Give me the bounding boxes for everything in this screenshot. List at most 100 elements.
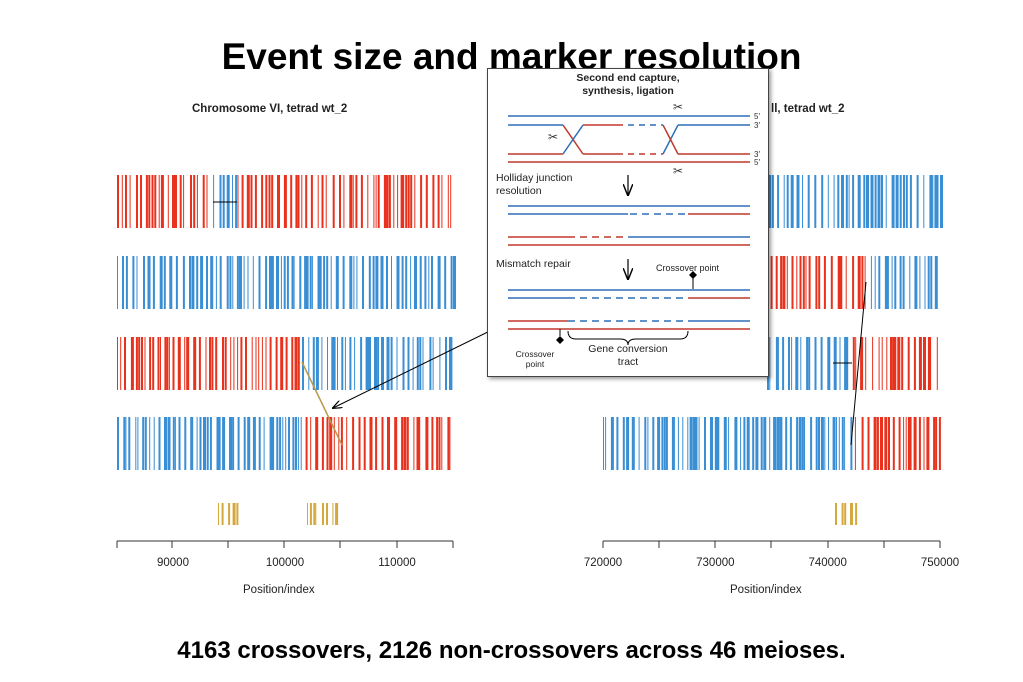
marker-bar [717, 417, 720, 470]
marker-bar [389, 417, 390, 470]
left-axis-title: Position/index [243, 584, 315, 596]
marker-bar [936, 175, 939, 228]
marker-bar [138, 337, 141, 390]
left-diagonal-line [301, 361, 343, 446]
event-bar [322, 503, 324, 525]
marker-bar [331, 337, 335, 390]
right-x-axis: 720000 730000 740000 750000 [584, 540, 959, 569]
inset-step3-title: Mismatch repair [496, 258, 571, 270]
crossover-diamond-icon [689, 271, 697, 279]
marker-bar [276, 417, 279, 470]
marker-bar [279, 417, 282, 470]
marker-bar [437, 175, 440, 228]
marker-bar [802, 175, 803, 228]
marker-bar [200, 256, 204, 309]
marker-bar [183, 175, 185, 228]
marker-bar [247, 417, 251, 470]
axis-tick-label: 740000 [808, 557, 846, 569]
marker-bar [416, 337, 419, 390]
marker-bar [814, 175, 817, 228]
marker-bar [206, 417, 209, 470]
marker-bar [338, 417, 340, 470]
marker-bar [431, 256, 433, 309]
marker-bar [363, 417, 366, 470]
axis-tick-label: 720000 [584, 557, 622, 569]
marker-bar [861, 256, 864, 309]
marker-bar [918, 337, 922, 390]
marker-bar [419, 417, 421, 470]
marker-bar [381, 337, 384, 390]
marker-bar [771, 175, 774, 228]
marker-bar [189, 256, 191, 309]
marker-bar [386, 256, 388, 309]
marker-bar [935, 417, 938, 470]
marker-bar [874, 175, 877, 228]
marker-bar [872, 337, 874, 390]
marker-bar [450, 175, 452, 228]
marker-bar [386, 337, 390, 390]
marker-bar [172, 337, 175, 390]
marker-bar [874, 256, 876, 309]
marker-bar [206, 256, 208, 309]
marker-bar [120, 337, 122, 390]
marker-bar [837, 175, 840, 228]
marker-bar [175, 175, 177, 228]
marker-bar [252, 256, 254, 309]
marker-bar [269, 417, 273, 470]
marker-bar [891, 256, 893, 309]
marker-bar [335, 256, 339, 309]
marker-bar [897, 337, 901, 390]
marker-bar [321, 337, 323, 390]
marker-bar [390, 337, 393, 390]
marker-bar [251, 337, 253, 390]
marker-bar [899, 175, 902, 228]
marker-bar [451, 337, 453, 390]
marker-bar [940, 175, 943, 228]
marker-bar [143, 256, 145, 309]
marker-bar [311, 256, 313, 309]
slide-caption: 4163 crossovers, 2126 non-crossovers acr… [177, 637, 846, 664]
marker-bar [873, 417, 877, 470]
marker-bar [631, 417, 635, 470]
marker-bar [229, 256, 232, 309]
marker-bar [196, 175, 198, 228]
marker-bar [222, 337, 224, 390]
crossover-diamond-icon [556, 336, 564, 344]
marker-bar [783, 175, 785, 228]
marker-bar [258, 337, 260, 390]
marker-bar [840, 256, 843, 309]
marker-bar [450, 256, 453, 309]
recombination-inset: Second end capture, synthesis, ligation … [487, 68, 769, 377]
marker-bar [807, 175, 810, 228]
marker-bar [810, 417, 813, 470]
marker-bar [682, 417, 684, 470]
marker-bar [431, 417, 434, 470]
marker-bar [215, 256, 217, 309]
marker-bar [184, 337, 186, 390]
marker-bar [343, 175, 345, 228]
marker-bar [196, 256, 199, 309]
marker-bar [295, 417, 297, 470]
marker-bar [211, 337, 214, 390]
marker-bar [117, 337, 118, 390]
marker-bar [333, 417, 335, 470]
marker-bar [297, 175, 300, 228]
marker-bar [916, 175, 919, 228]
marker-bar [746, 417, 750, 470]
marker-bar [828, 417, 829, 470]
marker-bar [349, 175, 353, 228]
marker-bar [884, 417, 888, 470]
marker-bar [622, 417, 625, 470]
marker-bar [237, 175, 239, 228]
marker-bar [918, 417, 921, 470]
marker-bar [449, 337, 452, 390]
marker-bar [891, 175, 895, 228]
marker-bar [237, 337, 239, 390]
marker-bar [129, 175, 131, 228]
marker-bar [886, 256, 889, 309]
marker-bar [419, 256, 422, 309]
marker-bar [375, 175, 377, 228]
marker-bar [168, 337, 170, 390]
marker-bar [936, 337, 938, 390]
marker-bar [913, 337, 916, 390]
